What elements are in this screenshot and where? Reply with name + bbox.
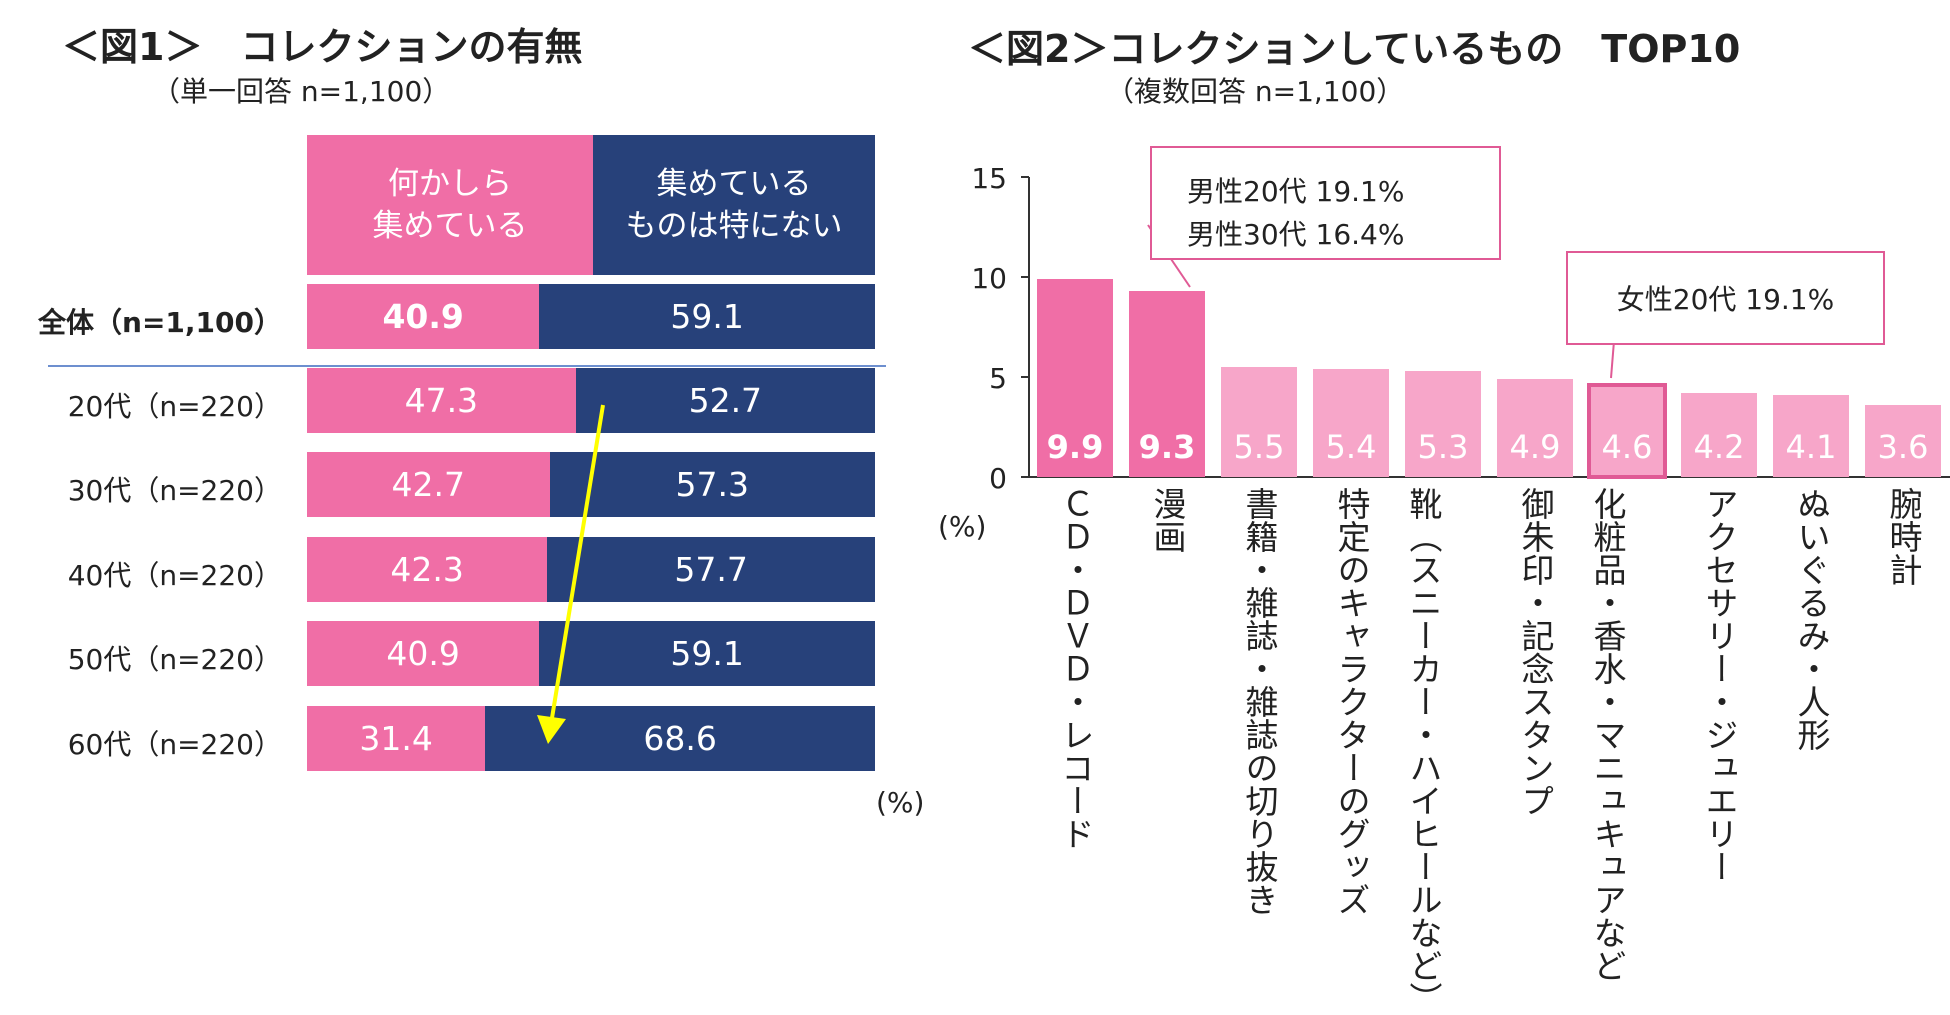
fig2-callout-female-pointer: [1610, 340, 1615, 379]
fig2-y-tick-label: 0: [989, 462, 1007, 495]
fig2-bar: [1773, 395, 1849, 477]
fig2-bar-value: 5.5: [1234, 428, 1285, 466]
fig1-row-label: 40代（n=220）: [67, 559, 282, 592]
fig1-row-label: 30代（n=220）: [67, 474, 282, 507]
fig1-bar-segment: 59.1: [539, 284, 875, 349]
fig2-callout-female: 女性20代 19.1%: [1566, 251, 1885, 345]
fig1-header-navy-line2: ものは特にない: [625, 208, 843, 244]
fig2-bar: [1587, 383, 1667, 479]
fig1-header-navy: 集めている ものは特にない: [593, 135, 875, 275]
fig2-category-label: 特定のキャラクターのグッズ: [1332, 487, 1371, 916]
fig1-unit: (%): [876, 786, 925, 819]
fig1-bar-segment: 47.3: [307, 368, 576, 433]
fig2-subtitle: （複数回答 n=1,100）: [1106, 75, 1405, 108]
fig2-bar: [1405, 371, 1481, 477]
fig1-row-label: 50代（n=220）: [67, 643, 282, 676]
fig2-y-tick-label: 15: [971, 162, 1007, 195]
fig2-bar-value: 9.3: [1139, 428, 1196, 466]
fig1-bar-segment: 52.7: [575, 368, 875, 433]
fig2-bar-value: 4.1: [1786, 428, 1837, 466]
fig2-bar-value: 4.9: [1510, 428, 1561, 466]
fig2-category-label: ぬいぐるみ・人形: [1792, 487, 1831, 751]
fig1-header-navy-line1: 集めている: [656, 166, 812, 202]
fig2-callout-male-line2: 男性30代 16.4%: [1187, 218, 1405, 251]
fig2-category-label: 腕時計: [1884, 487, 1923, 586]
fig2-bar: [1037, 279, 1113, 477]
fig1-header-pink-line2: 集めている: [372, 208, 528, 244]
fig2-bar-value: 5.4: [1326, 428, 1377, 466]
fig1-title: ＜図1＞ コレクションの有無: [62, 25, 583, 69]
fig2-callout-male-line1: 男性20代 19.1%: [1187, 175, 1405, 208]
fig2-bar-value: 5.3: [1418, 428, 1469, 466]
fig1-header-pink-line1: 何かしら: [388, 166, 512, 202]
fig2-y-tick-label: 10: [971, 262, 1007, 295]
fig1-subtitle: （単一回答 n=1,100）: [152, 75, 451, 108]
fig2-category-label: 書籍・雑誌・雑誌の切り抜き: [1240, 487, 1279, 916]
fig2-title: ＜図2＞コレクションしているもの TOP10: [968, 27, 1741, 71]
fig1-row-label: 60代（n=220）: [67, 728, 282, 761]
fig1-bar-segment: 31.4: [307, 706, 486, 771]
fig2-category-label: 御朱印・記念スタンプ: [1516, 487, 1555, 817]
fig1-bar-segment: 40.9: [307, 621, 540, 686]
fig2-bar: [1865, 405, 1941, 477]
fig2-ylabel: (%): [938, 510, 987, 543]
fig2-chart: 0 5 10 15 9.9 9.3 5.5 5.4 5.3 4.9 4.6 4.2 4.1 3.6: [971, 162, 1950, 495]
fig1-row-label: 全体（n=1,100）: [38, 306, 282, 339]
fig1-header-pink: 何かしら 集めている: [307, 135, 593, 275]
fig2-y-tick-label: 5: [989, 362, 1007, 395]
fig2-bar-value: 3.6: [1878, 428, 1929, 466]
fig2-bar: [1497, 379, 1573, 477]
fig1-row-label: 20代（n=220）: [67, 390, 282, 423]
fig2-category-label: 靴（スニーカー・ハイヒールなど）: [1404, 487, 1443, 1015]
fig1-row: 40.9 59.1: [307, 284, 875, 349]
fig2-category-label: 化粧品・香水・マニュキュアなど: [1588, 487, 1627, 982]
fig2-category-label: ＣＤ・ＤＶＤ・レコード: [1056, 487, 1095, 850]
fig1-row: 47.3 52.7: [307, 368, 875, 433]
fig1-bar-segment: 42.3: [307, 537, 548, 602]
fig2-category-label: アクセサリー・ジュエリー: [1700, 487, 1739, 883]
fig2-bar: [1129, 291, 1205, 477]
fig1-bar-segment: 40.9: [307, 284, 540, 349]
fig2-callout-male: 男性20代 19.1% 男性30代 16.4%: [1150, 146, 1501, 260]
fig2-bar: [1681, 393, 1757, 477]
fig1-bar-segment: 42.7: [307, 452, 550, 517]
fig2-category-label: 漫画: [1148, 487, 1187, 553]
fig2-bar-value: 9.9: [1047, 428, 1104, 466]
fig2-bar-value: 4.6: [1602, 428, 1653, 466]
fig2-bar-value: 4.2: [1694, 428, 1745, 466]
fig2-bar: [1313, 369, 1389, 477]
fig1-divider: [48, 365, 886, 367]
fig2-bar: [1221, 367, 1297, 477]
